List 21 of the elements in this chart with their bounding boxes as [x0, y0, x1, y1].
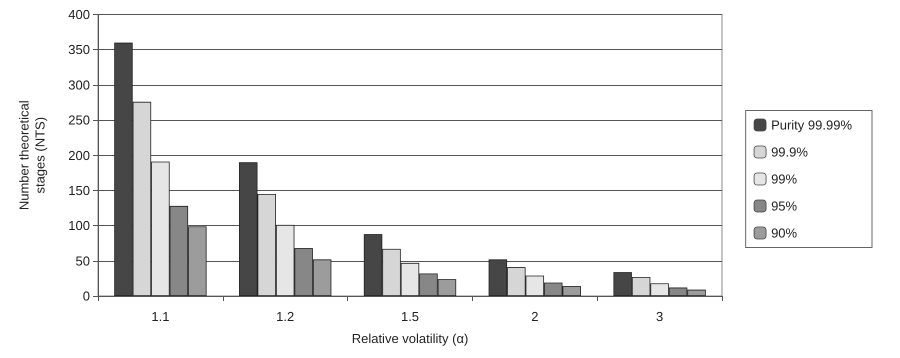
y-tick-label: 0	[82, 288, 90, 304]
x-tick-label: 3	[656, 309, 664, 324]
legend-label: 95%	[771, 198, 798, 214]
y-axis-title: Number theoretical stages (NTS)	[16, 100, 48, 210]
legend-label: 99%	[771, 172, 798, 186]
y-tick-label: 250	[68, 112, 90, 128]
x-tick-label: 2	[531, 309, 538, 324]
y-tick-label: 400	[68, 7, 90, 22]
x-tick-label: 1.5	[400, 309, 420, 324]
x-axis-title: Relative volatility (α)	[352, 331, 468, 346]
legend-label: 99.9%	[771, 144, 808, 160]
y-tick-label: 350	[68, 42, 90, 58]
x-tick-label: 1.2	[276, 309, 294, 324]
legend-label: Purity 99.99%	[771, 118, 852, 132]
y-tick-label: 200	[68, 148, 90, 163]
y-tick-label: 150	[68, 182, 90, 198]
x-tick-label: 1.1	[151, 309, 170, 324]
y-tick-label: 50	[76, 253, 90, 268]
y-tick-label: 300	[68, 77, 90, 92]
legend-label: 90%	[771, 226, 798, 240]
y-tick-label: 100	[68, 218, 90, 234]
